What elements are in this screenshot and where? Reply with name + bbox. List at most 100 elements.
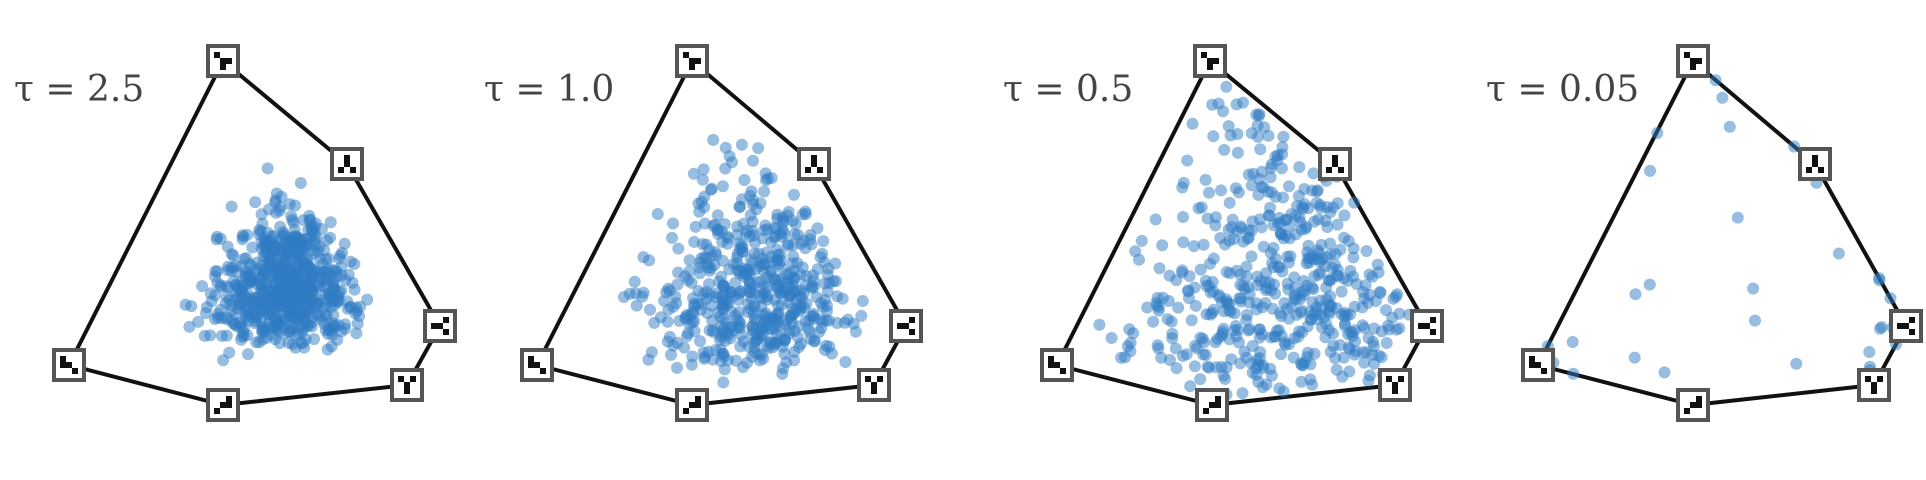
scatter-point: [1275, 162, 1288, 175]
scatter-point: [1201, 212, 1214, 225]
scatter-point: [678, 341, 691, 354]
vertex-pixel: [1430, 329, 1436, 335]
scatter-point: [781, 268, 794, 281]
scatter-point: [807, 274, 820, 287]
scatter-point: [1181, 154, 1194, 167]
scatter-point: [1342, 235, 1355, 247]
scatter-point: [327, 277, 340, 290]
scatter-point: [787, 239, 800, 252]
scatter-point: [1259, 284, 1272, 296]
vertex-pixel: [226, 402, 232, 408]
scatter-point: [215, 329, 228, 342]
scatter-point: [1234, 268, 1247, 281]
scatter-point: [183, 320, 196, 333]
vertex-pixel: [871, 388, 877, 394]
vertex-pixel: [1871, 388, 1877, 394]
scatter-point: [1200, 280, 1213, 292]
scatter-point: [1253, 108, 1266, 121]
scatter-point: [269, 333, 282, 346]
scatter-point: [1257, 240, 1270, 253]
panel-tau-2.5: τ = 2.5: [14, 44, 457, 422]
scatter-point: [1207, 130, 1220, 143]
scatter-point: [1232, 186, 1245, 199]
scatter-point: [225, 248, 238, 261]
vertex-pixel: [431, 323, 437, 329]
scatter-point: [1194, 331, 1207, 344]
scatter-point: [1331, 218, 1344, 231]
scatter-point: [1360, 245, 1373, 257]
scatter-point: [1331, 264, 1344, 276]
scatter-point: [683, 254, 696, 267]
scatter-point: [350, 327, 363, 340]
scatter-point: [1273, 382, 1286, 395]
scatter-point: [1251, 119, 1264, 132]
scatter-point: [1306, 296, 1319, 309]
scatter-point: [205, 295, 218, 308]
scatter-point: [736, 245, 749, 258]
vertex-pixel: [1684, 52, 1690, 58]
scatter-point: [696, 173, 709, 186]
scatter-point: [1192, 202, 1205, 215]
scatter-point: [1296, 326, 1309, 339]
scatter-point: [1278, 297, 1291, 310]
vertex-pixel: [528, 356, 534, 362]
scatter-point: [1215, 330, 1227, 343]
scatter-point: [644, 303, 656, 316]
scatter-point: [234, 283, 247, 296]
vertex-pixel: [1812, 161, 1818, 167]
vertex-pixel: [404, 382, 410, 388]
scatter-point: [1150, 296, 1163, 309]
scatter-point: [718, 363, 731, 376]
scatter-point: [313, 253, 326, 266]
scatter-point: [250, 336, 263, 349]
scatter-point: [1716, 91, 1729, 104]
scatter-point: [1358, 356, 1371, 369]
scatter-point: [752, 142, 765, 155]
scatter-point: [185, 300, 198, 313]
scatter-point: [1220, 295, 1233, 308]
scatter-point: [1224, 129, 1237, 142]
scatter-point: [1873, 272, 1886, 285]
scatter-point: [1731, 211, 1744, 224]
vertex-pixel: [338, 167, 344, 173]
scatter-point: [1141, 301, 1154, 314]
scatter-point: [709, 246, 722, 258]
scatter-point: [1209, 219, 1222, 232]
scatter-point: [802, 322, 815, 335]
scatter-point: [703, 278, 715, 290]
scatter-point: [637, 286, 650, 299]
scatter-point: [1269, 287, 1282, 300]
scatter-point: [1368, 322, 1381, 335]
scatter-point: [1189, 299, 1202, 312]
scatter-point: [855, 309, 868, 322]
scatter-point: [344, 301, 357, 314]
scatter-point: [1223, 196, 1236, 209]
vertex-pixel: [534, 362, 540, 368]
vertex-pixel: [865, 376, 871, 382]
scatter-point: [1273, 211, 1286, 224]
scatter-point: [821, 285, 834, 298]
vertex-pixel: [437, 323, 443, 329]
scatter-point: [1206, 98, 1219, 111]
vertex-pixel: [214, 52, 220, 58]
scatter-point: [1343, 343, 1356, 356]
vertex-pixel: [877, 376, 883, 382]
scatter-point: [1358, 322, 1371, 334]
scatter-point: [313, 310, 326, 323]
scatter-series: [179, 162, 374, 367]
scatter-point: [1246, 215, 1259, 228]
scatter-point: [1305, 313, 1317, 326]
scatter-point: [746, 215, 759, 228]
scatter-point: [242, 348, 254, 361]
scatter-point: [1234, 220, 1247, 233]
scatter-point: [1253, 331, 1266, 344]
scatter-point: [711, 209, 724, 222]
scatter-point: [1197, 238, 1210, 251]
scatter-point: [1267, 242, 1280, 254]
scatter-point: [323, 290, 336, 303]
scatter-point: [292, 288, 304, 301]
scatter-point: [1194, 373, 1207, 386]
scatter-point: [734, 318, 747, 331]
vertex-pixel: [1696, 396, 1702, 402]
scatter-point: [817, 235, 830, 248]
